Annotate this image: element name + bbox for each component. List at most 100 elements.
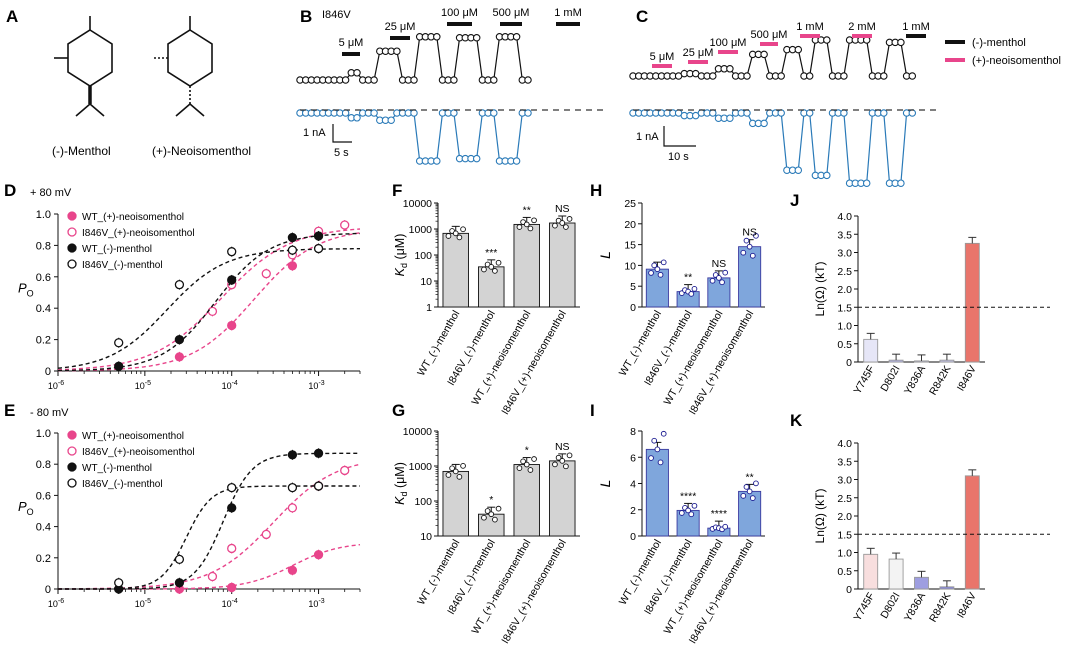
cell-point [460, 226, 466, 233]
y-tick-label: 10 [624, 260, 636, 272]
panel-b-inward-trace-point [341, 109, 350, 117]
panel-g-chart: 10100100010000WT_(-)-menthol*I846V_(-)-m… [393, 426, 580, 645]
panel-c-inward-trace-point [794, 166, 803, 174]
category-label: D802I [878, 591, 902, 621]
significance-label: *** [485, 247, 497, 259]
panel-c-conc-label: 2 mM [848, 21, 876, 33]
bar [914, 576, 929, 590]
y-tick-label: 0 [630, 531, 636, 543]
cell-point [753, 480, 759, 487]
fit-curve [57, 248, 360, 369]
y-tick-label: 1.0 [837, 321, 852, 333]
cell-point [691, 285, 698, 292]
panel-c-conc-label: 100 μM [710, 37, 747, 49]
y-tick-label: 5 [630, 281, 636, 293]
y-axis-label: Kd (μM) [393, 234, 409, 277]
cell-point [452, 230, 459, 237]
y-tick-label: 3.0 [837, 248, 852, 260]
panel-d-chart: 0 0.2 0.4 0.6 0.8 1.0 10-6 10-5 10-4 10-3 PO WT_(+)… [18, 209, 361, 391]
data-point [114, 338, 124, 348]
y-tick-label: 1000 [409, 224, 433, 236]
y-tick-label: 2.5 [837, 493, 852, 505]
panel-b-variant: I846V [322, 9, 351, 21]
data-point [340, 465, 350, 476]
cell-point [456, 234, 463, 241]
data-point [261, 529, 271, 540]
cell-point [651, 437, 658, 444]
panel-b-inward-trace-point [450, 109, 458, 117]
cell-point [527, 225, 534, 232]
panel-letter-a: A [6, 7, 18, 26]
panel-b-conc-label: 500 μM [493, 7, 530, 19]
cell-point [749, 495, 756, 501]
legend-marker [67, 478, 77, 488]
neoisomenthol-label: (+)-Neoisomenthol [152, 144, 251, 158]
cell-point [740, 492, 747, 499]
menthol-structure [54, 16, 113, 117]
fit-curve [58, 232, 360, 372]
panel-c-inward-trace-point [805, 109, 814, 117]
data-point [313, 231, 324, 241]
panel-b-outward-trace-point [450, 76, 458, 84]
cell-point [516, 224, 523, 230]
y-tick-label: 1.5 [837, 302, 852, 314]
cell-point [460, 463, 466, 469]
category-label: WT_(+)-neoisomenthol [662, 538, 726, 637]
data-point [287, 503, 298, 513]
panel-b-scale-time: 5 s [334, 147, 349, 159]
data-point [287, 565, 298, 575]
y-tick-label: 10000 [403, 426, 432, 438]
y-tick-label: 4.0 [837, 438, 852, 450]
fit-curve [58, 544, 361, 590]
panel-b-outward-trace-point [490, 76, 498, 84]
cell-point [531, 217, 537, 224]
legend-marker [67, 462, 77, 472]
data-point [174, 554, 185, 565]
y-tick-label: 1.0 [36, 428, 51, 440]
cell-point [456, 474, 463, 480]
panel-c-scale-current: 1 nA [636, 131, 659, 143]
y-tick-label: 8 [630, 426, 636, 438]
data-point [227, 275, 237, 285]
legend-label: WT_(-)-menthol [82, 244, 152, 255]
data-point [313, 243, 324, 254]
legend-marker [67, 446, 77, 456]
panel-letter-d: D [4, 181, 16, 200]
panel-c-inward-trace-line [633, 112, 913, 184]
panel-letter-g: G [392, 401, 405, 420]
panel-c-conc-label: 25 μM [683, 47, 714, 59]
panel-b-inward-trace-point [512, 157, 521, 165]
panel-c-outward-trace-point [840, 72, 848, 80]
legend-label: I846V_(+)-neoisomenthol [82, 447, 195, 458]
panel-c-inward-trace-point [743, 109, 751, 117]
cell-point [753, 232, 759, 239]
panel-b-conc-label: 5 μM [339, 37, 364, 49]
cell-point [749, 252, 756, 259]
panel-b-outward-trace-point [433, 33, 441, 41]
cell-point [660, 430, 667, 437]
fit-curve [58, 485, 360, 590]
panel-b-conc-label: 100 μM [441, 7, 478, 19]
panel-b-outward-trace-point [393, 47, 401, 55]
data-point [227, 320, 237, 331]
y-tick-label: 4 [630, 479, 636, 491]
y-tick-label: 0.6 [36, 490, 51, 502]
panel-b-inward-trace-point [370, 109, 378, 117]
panel-d-voltage: + 80 mV [30, 187, 72, 199]
panel-c-inward-trace-point [726, 114, 734, 122]
y-tick-label: 0.2 [36, 553, 51, 565]
data-point [313, 448, 324, 458]
cell-point [743, 484, 750, 490]
panel-c-inward-trace-point [880, 109, 888, 117]
legend-neoisomenthol-label: (+)-neoisomenthol [972, 55, 1061, 67]
panel-h-chart: 0510152025WT_(-)-menthol**I846V_(-)-ment… [597, 198, 765, 417]
x-tick-label: 10-6 [48, 380, 64, 391]
cell-point [481, 266, 487, 273]
panel-letter-f: F [392, 181, 402, 200]
category-label: I846V [955, 591, 979, 621]
y-tick-label: 10 [420, 531, 432, 543]
panel-c-outward-trace-point [709, 72, 717, 80]
cell-point [527, 467, 534, 473]
legend-marker [67, 227, 77, 237]
